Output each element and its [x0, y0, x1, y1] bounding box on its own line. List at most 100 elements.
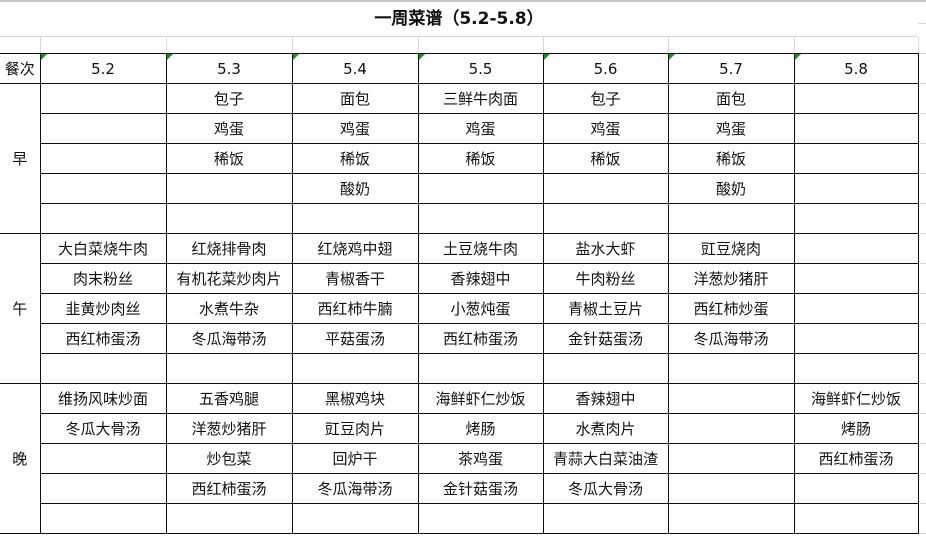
dish-cell[interactable]: 韭黄炒肉丝 — [39, 293, 167, 324]
day-header-cell[interactable]: 5.4 — [291, 53, 419, 84]
dish-cell[interactable]: 冬瓜大骨汤 — [39, 413, 167, 444]
dish-cell[interactable]: 鸡蛋 — [417, 113, 544, 144]
dish-cell[interactable] — [667, 203, 795, 234]
dish-cell[interactable]: 稀饭 — [165, 143, 293, 174]
dish-cell[interactable] — [793, 293, 919, 324]
dish-cell[interactable]: 豇豆肉片 — [291, 413, 419, 444]
dish-cell[interactable]: 五香鸡腿 — [165, 383, 293, 414]
dish-cell[interactable]: 小葱炖蛋 — [417, 293, 544, 324]
dish-cell[interactable] — [165, 353, 293, 384]
meal-header-cell[interactable]: 餐次 — [0, 53, 41, 84]
dish-cell[interactable]: 维扬风味炒面 — [39, 383, 167, 414]
dish-cell[interactable]: 黑椒鸡块 — [291, 383, 419, 414]
dish-cell[interactable]: 水煮肉片 — [542, 413, 669, 444]
dish-cell[interactable]: 稀饭 — [291, 143, 419, 174]
dish-cell[interactable]: 香辣翅中 — [417, 263, 544, 294]
dish-cell[interactable]: 洋葱炒猪肝 — [667, 263, 795, 294]
dish-cell[interactable] — [542, 353, 669, 384]
dish-cell[interactable]: 盐水大虾 — [542, 233, 669, 264]
dish-cell[interactable]: 回炉干 — [291, 443, 419, 474]
dish-cell[interactable] — [39, 353, 167, 384]
dish-cell[interactable] — [667, 413, 795, 444]
dish-cell[interactable]: 金针菇蛋汤 — [542, 323, 669, 354]
day-header-cell[interactable]: 5.5 — [417, 53, 544, 84]
dish-cell[interactable] — [667, 353, 795, 384]
dish-cell[interactable] — [793, 263, 919, 294]
day-header-cell[interactable]: 5.7 — [667, 53, 795, 84]
dish-cell[interactable]: 冬瓜海带汤 — [165, 323, 293, 354]
dish-cell[interactable]: 冬瓜大骨汤 — [542, 473, 669, 504]
dish-cell[interactable]: 鸡蛋 — [542, 113, 669, 144]
dish-cell[interactable] — [417, 203, 544, 234]
dish-cell[interactable]: 西红柿蛋汤 — [793, 443, 919, 474]
dish-cell[interactable] — [542, 503, 669, 534]
day-header-cell[interactable]: 5.3 — [165, 53, 293, 84]
dish-cell[interactable] — [39, 503, 167, 534]
day-header-cell[interactable]: 5.6 — [542, 53, 669, 84]
dish-cell[interactable] — [291, 353, 419, 384]
dish-cell[interactable] — [793, 203, 919, 234]
dish-cell[interactable]: 面包 — [667, 83, 795, 114]
dish-cell[interactable]: 红烧排骨肉 — [165, 233, 293, 264]
dish-cell[interactable]: 酸奶 — [667, 173, 795, 204]
dish-cell[interactable] — [291, 203, 419, 234]
dish-cell[interactable] — [667, 383, 795, 414]
dish-cell[interactable]: 冬瓜海带汤 — [291, 473, 419, 504]
dish-cell[interactable] — [667, 443, 795, 474]
dish-cell[interactable]: 洋葱炒猪肝 — [165, 413, 293, 444]
dish-cell[interactable] — [417, 503, 544, 534]
dish-cell[interactable] — [793, 233, 919, 264]
dish-cell[interactable]: 稀饭 — [542, 143, 669, 174]
dish-cell[interactable]: 香辣翅中 — [542, 383, 669, 414]
dish-cell[interactable]: 西红柿蛋汤 — [39, 323, 167, 354]
day-header-cell[interactable]: 5.2 — [39, 53, 167, 84]
dish-cell[interactable] — [39, 173, 167, 204]
dish-cell[interactable]: 茶鸡蛋 — [417, 443, 544, 474]
dish-cell[interactable] — [667, 473, 795, 504]
dish-cell[interactable]: 面包 — [291, 83, 419, 114]
dish-cell[interactable] — [793, 113, 919, 144]
dish-cell[interactable]: 水煮牛杂 — [165, 293, 293, 324]
dish-cell[interactable]: 鸡蛋 — [165, 113, 293, 144]
dish-cell[interactable] — [667, 503, 795, 534]
meal-label-cell[interactable]: 早 — [0, 83, 41, 234]
dish-cell[interactable] — [793, 83, 919, 114]
dish-cell[interactable]: 平菇蛋汤 — [291, 323, 419, 354]
dish-cell[interactable]: 酸奶 — [291, 173, 419, 204]
dish-cell[interactable]: 土豆烧牛肉 — [417, 233, 544, 264]
dish-cell[interactable] — [165, 503, 293, 534]
dish-cell[interactable] — [39, 473, 167, 504]
dish-cell[interactable] — [542, 173, 669, 204]
dish-cell[interactable]: 炒包菜 — [165, 443, 293, 474]
dish-cell[interactable]: 鸡蛋 — [291, 113, 419, 144]
dish-cell[interactable] — [39, 203, 167, 234]
dish-cell[interactable]: 红烧鸡中翅 — [291, 233, 419, 264]
meal-label-cell[interactable]: 午 — [0, 233, 41, 384]
dish-cell[interactable] — [165, 203, 293, 234]
sheet-title[interactable]: 一周菜谱（5.2-5.8） — [0, 2, 918, 37]
dish-cell[interactable] — [417, 353, 544, 384]
dish-cell[interactable] — [165, 173, 293, 204]
dish-cell[interactable]: 豇豆烧肉 — [667, 233, 795, 264]
dish-cell[interactable]: 海鲜虾仁炒饭 — [417, 383, 544, 414]
dish-cell[interactable]: 三鲜牛肉面 — [417, 83, 544, 114]
day-header-cell[interactable]: 5.8 — [793, 53, 919, 84]
dish-cell[interactable]: 稀饭 — [667, 143, 795, 174]
dish-cell[interactable]: 金针菇蛋汤 — [417, 473, 544, 504]
dish-cell[interactable] — [793, 173, 919, 204]
dish-cell[interactable]: 肉末粉丝 — [39, 263, 167, 294]
dish-cell[interactable] — [39, 83, 167, 114]
meal-label-cell[interactable]: 晚 — [0, 383, 41, 534]
dish-cell[interactable]: 大白菜烧牛肉 — [39, 233, 167, 264]
dish-cell[interactable] — [39, 113, 167, 144]
dish-cell[interactable] — [793, 143, 919, 174]
dish-cell[interactable]: 青蒜大白菜油渣 — [542, 443, 669, 474]
dish-cell[interactable]: 海鲜虾仁炒饭 — [793, 383, 919, 414]
dish-cell[interactable] — [542, 203, 669, 234]
dish-cell[interactable]: 烤肠 — [417, 413, 544, 444]
dish-cell[interactable]: 西红柿蛋汤 — [165, 473, 293, 504]
dish-cell[interactable] — [793, 473, 919, 504]
dish-cell[interactable] — [793, 323, 919, 354]
dish-cell[interactable]: 青椒土豆片 — [542, 293, 669, 324]
dish-cell[interactable]: 有机花菜炒肉片 — [165, 263, 293, 294]
